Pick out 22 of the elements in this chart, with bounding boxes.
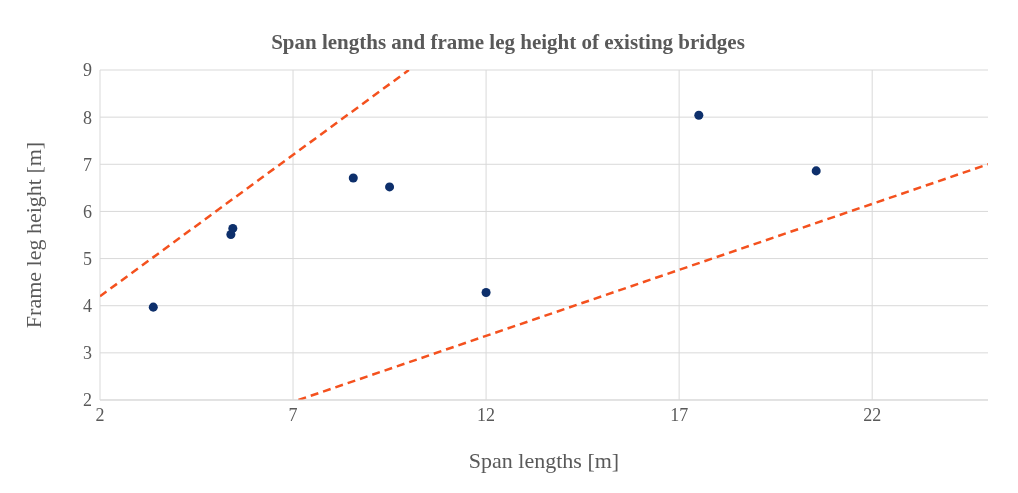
- y-tick-label: 3: [83, 343, 92, 364]
- x-axis-title: Span lengths [m]: [468, 448, 620, 473]
- y-tick-label: 7: [83, 154, 92, 175]
- x-tick-label: 17: [670, 404, 689, 425]
- point: [228, 223, 238, 233]
- y-tick-label: 5: [83, 248, 92, 269]
- y-tick-label: 6: [83, 201, 92, 222]
- chart-title: Span lengths and frame leg height of existing bridges: [270, 29, 746, 56]
- x-tick-label: 7: [288, 404, 298, 425]
- point: [148, 302, 158, 312]
- x-tick-label: 22: [863, 404, 882, 425]
- point: [481, 288, 491, 298]
- y-tick-label: 8: [83, 107, 92, 128]
- y-tick-label: 9: [83, 60, 92, 81]
- point: [385, 182, 395, 192]
- y-tick-label: 4: [83, 296, 92, 317]
- point: [811, 166, 821, 176]
- point: [348, 173, 358, 183]
- y-axis-title: Frame leg height [m]: [20, 141, 46, 329]
- y-tick-label: 2: [83, 390, 92, 411]
- point: [694, 110, 704, 120]
- x-tick-label: 12: [477, 404, 496, 425]
